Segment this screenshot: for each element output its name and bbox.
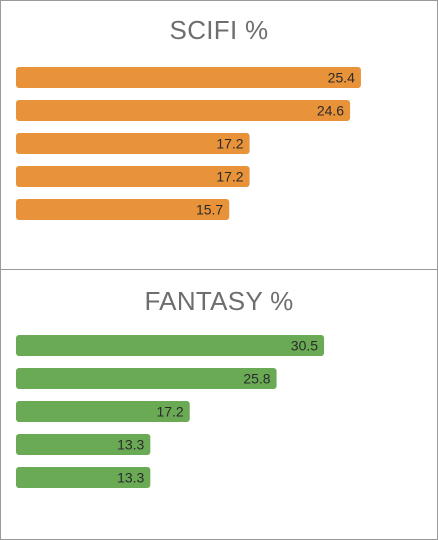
fantasy-bar-value-label-2: 25.8 bbox=[243, 371, 270, 387]
scifi-bar-chart: 25.4 24.6 17.2 17.2 15.7 bbox=[16, 67, 361, 220]
scifi-bar-4 bbox=[16, 166, 250, 187]
fantasy-bar-2 bbox=[16, 368, 277, 389]
scifi-bar-3 bbox=[16, 133, 250, 154]
scifi-bar-value-label-3: 17.2 bbox=[216, 136, 243, 152]
fantasy-bar-4 bbox=[16, 434, 151, 455]
fantasy-bar-value-label-5: 13.3 bbox=[117, 470, 144, 486]
fantasy-bar-value-label-1: 30.5 bbox=[291, 338, 318, 354]
fantasy-bar-chart: 30.5 25.8 17.2 13.3 13.3 bbox=[16, 335, 325, 488]
scifi-bar-value-label-1: 25.4 bbox=[328, 70, 355, 86]
fantasy-bar-1 bbox=[16, 335, 325, 356]
scifi-bar-value-label-2: 24.6 bbox=[317, 103, 344, 119]
scifi-bar-5 bbox=[16, 199, 230, 220]
scifi-chart-panel: SCIFI % 25.4 24.6 17.2 17.2 15.7 bbox=[1, 1, 437, 269]
scifi-bar-value-label-5: 15.7 bbox=[196, 202, 223, 218]
fantasy-bar-3 bbox=[16, 401, 190, 422]
fantasy-chart-panel: FANTASY % 30.5 25.8 17.2 13.3 13.3 bbox=[1, 269, 437, 539]
fantasy-bar-value-label-3: 17.2 bbox=[156, 404, 183, 420]
scifi-bar-1 bbox=[16, 67, 361, 88]
fantasy-bar-5 bbox=[16, 467, 151, 488]
scifi-chart-title: SCIFI % bbox=[169, 15, 269, 45]
scifi-bar-2 bbox=[16, 100, 351, 121]
scifi-bar-value-label-4: 17.2 bbox=[216, 169, 243, 185]
fantasy-bar-value-label-4: 13.3 bbox=[117, 437, 144, 453]
fantasy-chart-title: FANTASY % bbox=[144, 286, 294, 316]
